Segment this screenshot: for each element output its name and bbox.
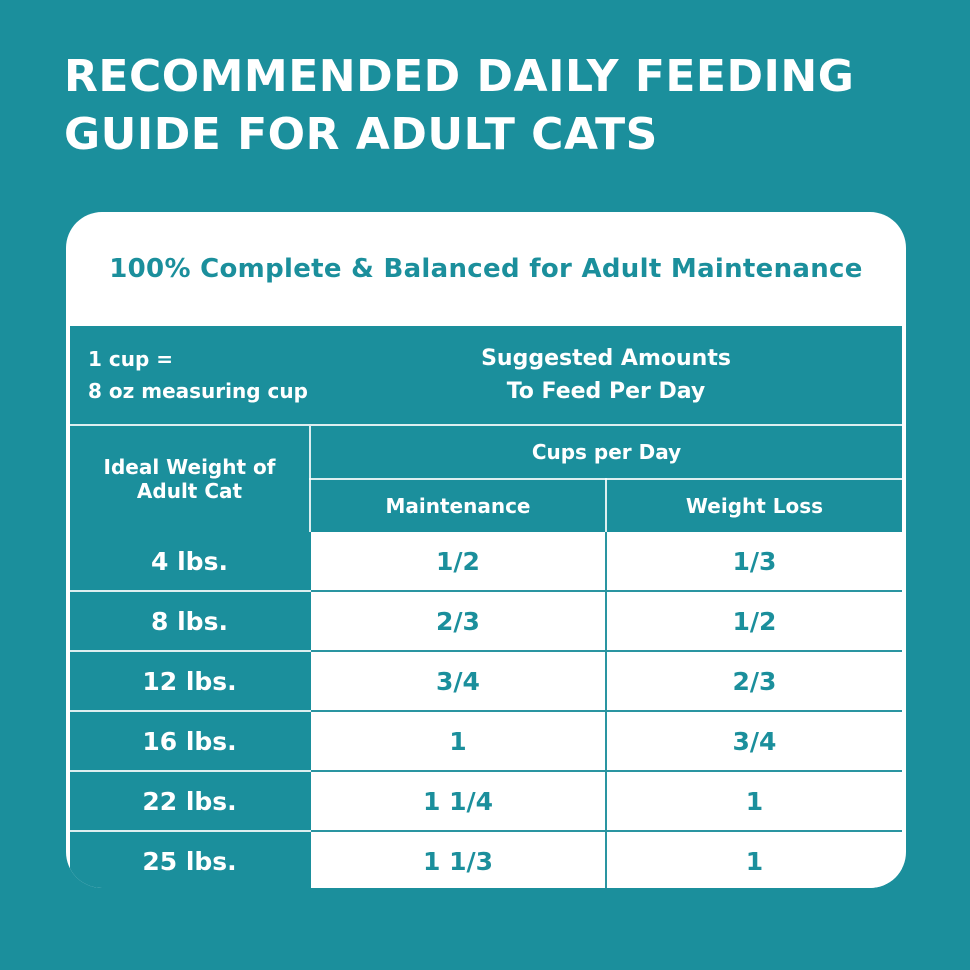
table-row: 16 lbs. 1 3/4 — [70, 711, 902, 772]
weight-cell: 12 lbs. — [70, 651, 311, 712]
maintenance-header: Maintenance — [310, 479, 607, 532]
maintenance-cell: 1/2 — [310, 532, 607, 592]
weight-cell: 8 lbs. — [70, 591, 311, 652]
ideal-weight-line-1: Ideal Weight of — [103, 455, 276, 479]
weight-loss-cell: 3/4 — [606, 711, 902, 772]
weight-cell: 25 lbs. — [70, 831, 311, 888]
weight-loss-cell: 2/3 — [606, 651, 902, 712]
weight-loss-cell: 1/3 — [606, 532, 902, 592]
column-group-header-row: Ideal Weight of Adult Cat Cups per Day — [70, 425, 902, 532]
title-line-1: RECOMMENDED DAILY FEEDING — [64, 51, 855, 102]
table-row: 22 lbs. 1 1/4 1 — [70, 771, 902, 832]
maintenance-cell: 3/4 — [310, 651, 607, 712]
card-subtitle: 100% Complete & Balanced for Adult Maint… — [109, 254, 863, 284]
maintenance-cell: 1 — [310, 711, 607, 772]
suggested-line-2: To Feed Per Day — [506, 379, 706, 404]
table-row: 8 lbs. 2/3 1/2 — [70, 591, 902, 652]
cups-per-day-header: Cups per Day — [310, 425, 902, 480]
table-row: 12 lbs. 3/4 2/3 — [70, 651, 902, 712]
feeding-guide-card: 100% Complete & Balanced for Adult Maint… — [66, 212, 906, 888]
table-body: 4 lbs. 1/2 1/3 8 lbs. 2/3 1/2 12 lbs. 3/4 2/3 16 … — [70, 532, 902, 888]
maintenance-cell: 1 1/4 — [310, 771, 607, 832]
weight-cell: 4 lbs. — [70, 532, 311, 592]
weight-cell: 16 lbs. — [70, 711, 311, 772]
maintenance-cell: 1 1/3 — [310, 831, 607, 888]
weight-loss-cell: 1 — [606, 831, 902, 888]
table-row: 25 lbs. 1 1/3 1 — [70, 831, 902, 888]
maintenance-cell: 2/3 — [310, 591, 607, 652]
cup-note-line-2: 8 oz measuring cup — [88, 379, 308, 403]
feeding-table: 1 cup = 8 oz measuring cup Suggested Amo… — [70, 326, 902, 888]
weight-loss-header: Weight Loss — [606, 479, 902, 532]
page-title: RECOMMENDED DAILY FEEDING GUIDE FOR ADUL… — [64, 48, 944, 164]
ideal-weight-line-2: Adult Cat — [136, 479, 243, 503]
weight-loss-cell: 1/2 — [606, 591, 902, 652]
ideal-weight-header: Ideal Weight of Adult Cat — [70, 425, 311, 532]
cup-note: 1 cup = 8 oz measuring cup — [70, 326, 310, 426]
weight-cell: 22 lbs. — [70, 771, 311, 832]
table-row: 4 lbs. 1/2 1/3 — [70, 532, 902, 592]
suggested-line-1: Suggested Amounts — [481, 346, 731, 371]
column-header-row: Maintenance Weight Loss — [70, 479, 902, 532]
cup-note-line-1: 1 cup = — [88, 347, 174, 371]
suggested-amounts-heading: Suggested Amounts To Feed Per Day — [310, 326, 902, 426]
title-line-2: GUIDE FOR ADULT CATS — [64, 109, 658, 160]
weight-loss-cell: 1 — [606, 771, 902, 832]
table-intro-row: 1 cup = 8 oz measuring cup Suggested Amo… — [70, 326, 902, 426]
